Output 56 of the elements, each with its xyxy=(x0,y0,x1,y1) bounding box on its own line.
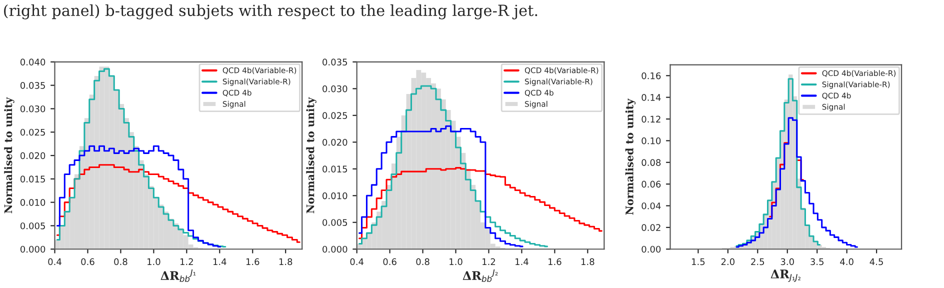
y-axis-title: Normalised to unity xyxy=(4,97,14,214)
y-tick-label: 0.020 xyxy=(20,152,46,160)
x-tick-label: 1.2 xyxy=(482,258,496,266)
y-tick-label: 0.02 xyxy=(642,224,660,231)
x-tick-label: 1.4 xyxy=(516,258,528,266)
y-tick-label: 0.035 xyxy=(20,82,45,89)
y-tick-label: 0.030 xyxy=(20,105,46,112)
x-tick-label: 0.8 xyxy=(114,258,128,266)
x-tick-label: 0.8 xyxy=(416,258,430,266)
y-axis-title: Normalised to unity xyxy=(625,98,636,215)
x-tick-label: 1.2 xyxy=(180,258,193,266)
x-tick-label: 1.0 xyxy=(147,258,160,266)
x-tick-label: 1.0 xyxy=(450,258,462,266)
y-tick-label: 0.015 xyxy=(20,176,45,182)
x-tick-label: 1.8 xyxy=(581,258,594,266)
text: (right panel) b-tagged subjets with respect to the leading large-R jet. xyxy=(4,4,538,20)
y-tick-label: 0.10 xyxy=(642,137,661,144)
y-tick-label: 0.010 xyxy=(322,192,348,200)
y-tick-label: 0.030 xyxy=(322,85,348,92)
x-tick-label: 4.0 xyxy=(840,258,854,266)
x-tick-label: 1.6 xyxy=(548,258,562,266)
x-tick-label: 1.8 xyxy=(279,258,292,266)
y-tick-label: 0.020 xyxy=(322,138,348,146)
y-tick-label: 0.12 xyxy=(642,116,660,123)
y-tick-label: 0.005 xyxy=(322,219,348,226)
x-tick-label: 1.6 xyxy=(246,258,260,266)
x-tick-label: 2.5 xyxy=(751,258,764,266)
y-tick-label: 0.04 xyxy=(642,202,661,210)
y-tick-label: 0.005 xyxy=(20,222,45,230)
x-tick-label: 0.4 xyxy=(48,258,62,266)
x-tick-label: 3.5 xyxy=(810,258,824,266)
y-tick-label: 0.000 xyxy=(322,246,348,253)
y-tick-label: 0.16 xyxy=(642,72,661,80)
y-tick-label: 0.010 xyxy=(20,199,46,206)
y-tick-label: 0.035 xyxy=(322,58,348,66)
x-axis-title: ΔR$_{bb}$$^{J₁}$ xyxy=(160,269,196,282)
y-tick-label: 0.00 xyxy=(642,246,661,253)
y-tick-label: 0.06 xyxy=(642,180,661,188)
y-tick-label: 0.015 xyxy=(322,166,348,172)
x-tick-label: 3.0 xyxy=(780,258,794,266)
y-tick-label: 0.040 xyxy=(20,58,46,66)
x-tick-label: 1.4 xyxy=(213,258,226,266)
y-tick-label: 0.025 xyxy=(20,128,45,136)
y-axis-title: Normalised to unity xyxy=(306,97,316,214)
x-tick-label: 0.6 xyxy=(81,258,94,266)
x-axis-title: ΔR$_{J₁J₂}$ xyxy=(770,270,800,282)
x-tick-label: 0.6 xyxy=(383,258,396,266)
x-tick-label: 0.4 xyxy=(350,258,364,266)
x-tick-label: 1.5 xyxy=(692,258,705,266)
x-axis-title: ΔR$_{bb}$$^{J₂}$ xyxy=(462,269,498,282)
x-tick-label: 4.5 xyxy=(870,258,883,266)
y-tick-label: 0.025 xyxy=(322,112,348,119)
y-tick-label: 0.000 xyxy=(20,246,46,253)
x-tick-label: 2.0 xyxy=(721,258,734,266)
y-tick-label: 0.08 xyxy=(642,159,661,166)
y-tick-label: 0.14 xyxy=(642,94,661,101)
